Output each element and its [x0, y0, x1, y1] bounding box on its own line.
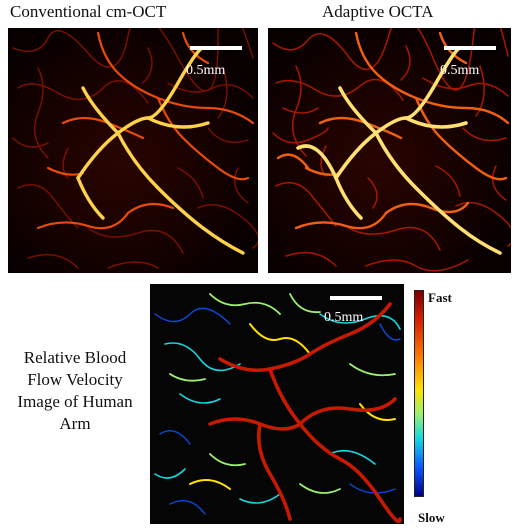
scale-bar-label: 0.5mm	[440, 63, 480, 78]
caption-line: Image of Human	[17, 392, 133, 411]
caption-line: Relative Blood	[23, 348, 127, 367]
scale-bar	[444, 46, 496, 50]
adaptive-angiogram-image: 0.5mm	[268, 28, 511, 273]
adaptive-vessel-network	[268, 28, 511, 273]
scale-bar-label: 0.5mm	[324, 310, 364, 325]
scale-bar	[190, 46, 242, 50]
velocity-colorbar	[414, 290, 424, 497]
velocity-map-image: 0.5mm	[150, 284, 404, 524]
panel-title-conventional: Conventional cm-OCT	[10, 2, 167, 21]
colorbar-top-label: Fast	[428, 290, 452, 305]
panel-title-adaptive: Adaptive OCTA	[322, 2, 434, 21]
conventional-angiogram-image: 0.5mm	[8, 28, 258, 273]
scale-bar	[330, 296, 382, 300]
caption-line: Flow Velocity	[27, 370, 123, 389]
colorbar-bottom-label: Slow	[418, 510, 445, 525]
velocity-image-caption: Relative Blood Flow Velocity Image of Hu…	[4, 347, 146, 435]
caption-line: Arm	[59, 414, 91, 433]
velocity-vessel-network	[150, 284, 404, 524]
conventional-vessel-network	[8, 28, 258, 273]
scale-bar-label: 0.5mm	[186, 63, 226, 78]
